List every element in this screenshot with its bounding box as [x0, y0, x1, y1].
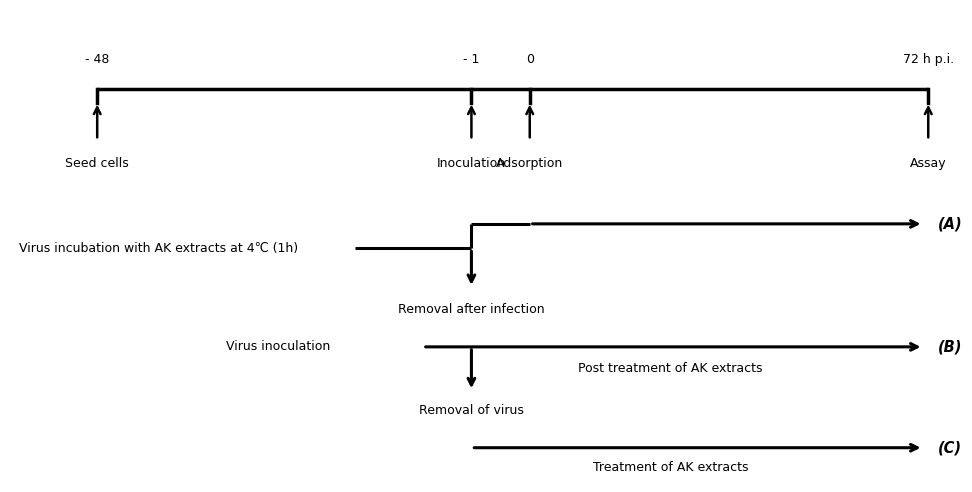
Text: (C): (C) [938, 440, 962, 455]
Text: Removal after infection: Removal after infection [399, 303, 544, 315]
Text: (A): (A) [938, 216, 962, 231]
Text: - 1: - 1 [464, 54, 479, 66]
Text: Seed cells: Seed cells [65, 157, 129, 170]
Text: Post treatment of AK extracts: Post treatment of AK extracts [578, 362, 763, 374]
Text: (B): (B) [938, 339, 962, 354]
Text: - 48: - 48 [85, 54, 110, 66]
Text: Treatment of AK extracts: Treatment of AK extracts [593, 461, 748, 474]
Text: Virus inoculation: Virus inoculation [226, 340, 330, 353]
Text: 72 h p.i.: 72 h p.i. [903, 54, 954, 66]
Text: Adsorption: Adsorption [496, 157, 564, 170]
Text: Inoculation: Inoculation [436, 157, 506, 170]
Text: Virus incubation with AK extracts at 4℃ (1h): Virus incubation with AK extracts at 4℃ … [19, 242, 298, 255]
Text: Assay: Assay [910, 157, 947, 170]
Text: Removal of virus: Removal of virus [419, 404, 524, 417]
Text: 0: 0 [526, 54, 534, 66]
